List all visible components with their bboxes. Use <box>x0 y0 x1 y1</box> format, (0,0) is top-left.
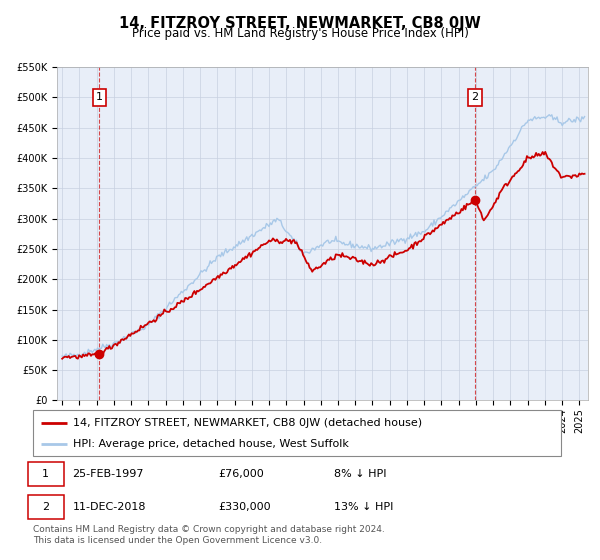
Text: £330,000: £330,000 <box>218 502 271 512</box>
Text: 25-FEB-1997: 25-FEB-1997 <box>73 469 144 479</box>
Text: 8% ↓ HPI: 8% ↓ HPI <box>334 469 386 479</box>
Text: 14, FITZROY STREET, NEWMARKET, CB8 0JW: 14, FITZROY STREET, NEWMARKET, CB8 0JW <box>119 16 481 31</box>
Text: 1: 1 <box>96 92 103 102</box>
Text: 14, FITZROY STREET, NEWMARKET, CB8 0JW (detached house): 14, FITZROY STREET, NEWMARKET, CB8 0JW (… <box>73 418 422 428</box>
FancyBboxPatch shape <box>28 463 64 486</box>
Text: Contains HM Land Registry data © Crown copyright and database right 2024.
This d: Contains HM Land Registry data © Crown c… <box>33 525 385 545</box>
Text: 11-DEC-2018: 11-DEC-2018 <box>73 502 146 512</box>
Text: 2: 2 <box>42 502 49 512</box>
Text: 2: 2 <box>472 92 479 102</box>
Text: Price paid vs. HM Land Registry's House Price Index (HPI): Price paid vs. HM Land Registry's House … <box>131 27 469 40</box>
Text: 1: 1 <box>42 469 49 479</box>
FancyBboxPatch shape <box>33 410 561 456</box>
Text: HPI: Average price, detached house, West Suffolk: HPI: Average price, detached house, West… <box>73 440 349 450</box>
FancyBboxPatch shape <box>28 495 64 519</box>
Text: £76,000: £76,000 <box>218 469 263 479</box>
Text: 13% ↓ HPI: 13% ↓ HPI <box>334 502 394 512</box>
